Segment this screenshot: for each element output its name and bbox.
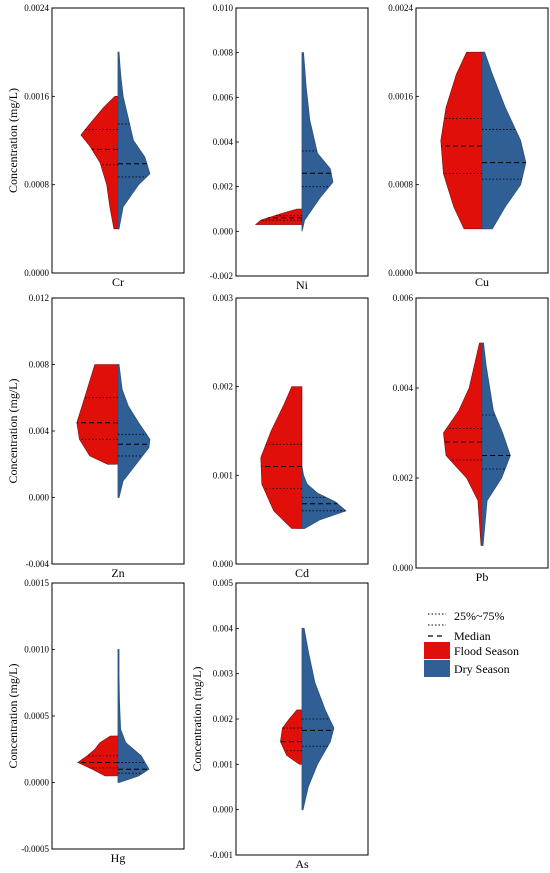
violin-dry-zn [117,364,151,498]
ytick-label-cd: 0.001 [213,470,233,480]
ytick-label-zn: 0.012 [29,293,49,303]
plot-frame-cu [415,7,549,274]
ytick-label-cu: 0.0016 [388,91,413,101]
y-axis-label-hg: Concentration (mg/L) [6,664,20,769]
violin-panel-hg: -0.0005 0.0000 0.0005 0.0010 0.0015 Concentra… [6,578,185,865]
ytick-label-cu: 0.0008 [388,180,413,190]
legend-dry-label: Dry Season [454,662,510,676]
ytick-label-cd: 0.000 [213,559,234,569]
category-label-pb: Pb [476,570,489,584]
violin-flood-cr [80,95,119,230]
category-label-as: As [295,857,309,871]
violin-flood-cd [260,386,303,529]
violin-dry-cr [117,51,151,230]
violin-panel-as: -0.001 0.000 0.001 0.002 0.003 0.004 0.005 Conc… [190,578,369,871]
ytick-label-cr: 0.0024 [24,3,49,13]
category-label-hg: Hg [111,851,126,865]
ytick-label-cu: 0.0024 [388,3,413,13]
plot-frame-cd [235,297,369,565]
ytick-label-zn: 0.004 [29,426,50,436]
ytick-label-hg: 0.0010 [24,645,49,655]
legend-median-label: Median [454,629,491,643]
ytick-label-as: 0.001 [213,759,233,769]
ytick-label-as: -0.001 [210,850,233,860]
ytick-label-cr: 0.0000 [24,268,49,278]
plot-frame-cr [51,7,185,274]
violin-panel-ni: -0.002 0.000 0.002 0.004 0.006 0.008 0.010 Ni [210,3,369,292]
violin-dry-cu [481,51,527,230]
y-axis-label-as: Concentration (mg/L) [190,667,204,772]
category-label-ni: Ni [296,278,309,292]
ytick-label-zn: -0.004 [26,559,50,569]
ytick-label-ni: 0.008 [213,48,234,58]
category-label-cd: Cd [295,566,309,580]
ytick-label-pb: 0.002 [393,473,413,483]
violin-flood-ni [254,208,303,225]
ytick-label-hg: 0.0005 [24,711,49,721]
y-axis-label-cr: Concentration (mg/L) [6,88,20,193]
panels-group: 0.0000 0.0008 0.0016 0.0024 Concentration (m… [6,3,549,871]
legend-flood-swatch [424,642,450,659]
ytick-label-as: 0.002 [213,714,233,724]
ytick-label-pb: 0.000 [393,563,414,573]
legend: 25%~75% Median Flood Season Dry Season [424,609,519,677]
ytick-label-ni: -0.002 [210,271,233,281]
violin-panel-cu: 0.0000 0.0008 0.0016 0.0024 Cu [388,3,549,289]
violin-panel-cr: 0.0000 0.0008 0.0016 0.0024 Concentration (m… [6,3,185,289]
violin-dry-as [301,627,335,811]
y-axis-label-zn: Concentration (mg/L) [6,379,20,484]
ytick-label-zn: 0.000 [29,493,50,503]
ytick-label-cu: 0.0000 [388,268,413,278]
ytick-label-as: 0.004 [213,623,234,633]
violin-flood-as [280,709,303,765]
ytick-label-cd: 0.003 [213,293,234,303]
plot-frame-pb [415,297,549,569]
ytick-label-pb: 0.004 [393,383,414,393]
ytick-label-pb: 0.006 [393,293,414,303]
violin-panel-cd: 0.000 0.001 0.002 0.003 Cd [213,293,369,580]
violin-flood-cu [440,51,483,230]
violin-panel-zn: -0.004 0.000 0.004 0.008 0.012 Concentration … [6,293,185,580]
legend-dry-swatch [424,660,450,677]
ytick-label-cr: 0.0016 [24,91,49,101]
ytick-label-hg: 0.0015 [24,578,49,588]
category-label-cr: Cr [112,275,124,289]
violin-flood-hg [77,735,119,777]
violin-panel-pb: 0.000 0.002 0.004 0.006 Pb [393,293,549,584]
ytick-label-as: 0.005 [213,578,234,588]
violin-flood-pb [443,342,483,546]
category-label-cu: Cu [475,275,489,289]
violin-dry-pb [481,342,511,546]
ytick-label-as: 0.003 [213,669,234,679]
ytick-label-hg: -0.0005 [21,844,49,854]
violin-flood-zn [76,364,119,465]
ytick-label-hg: 0.0000 [24,778,49,788]
ytick-label-zn: 0.008 [29,360,50,370]
ytick-label-cd: 0.002 [213,382,233,392]
ytick-label-ni: 0.000 [213,226,234,236]
ytick-label-ni: 0.006 [213,92,234,102]
ytick-label-ni: 0.010 [213,3,234,13]
legend-flood-label: Flood Season [454,644,519,658]
violin-dry-ni [301,52,334,232]
ytick-label-ni: 0.002 [213,182,233,192]
ytick-label-ni: 0.004 [213,137,234,147]
ytick-label-as: 0.000 [213,805,234,815]
legend-iqr-label: 25%~75% [454,609,504,623]
ytick-label-cr: 0.0008 [24,180,49,190]
category-label-zn: Zn [111,566,124,580]
violin-dry-hg [117,649,150,783]
